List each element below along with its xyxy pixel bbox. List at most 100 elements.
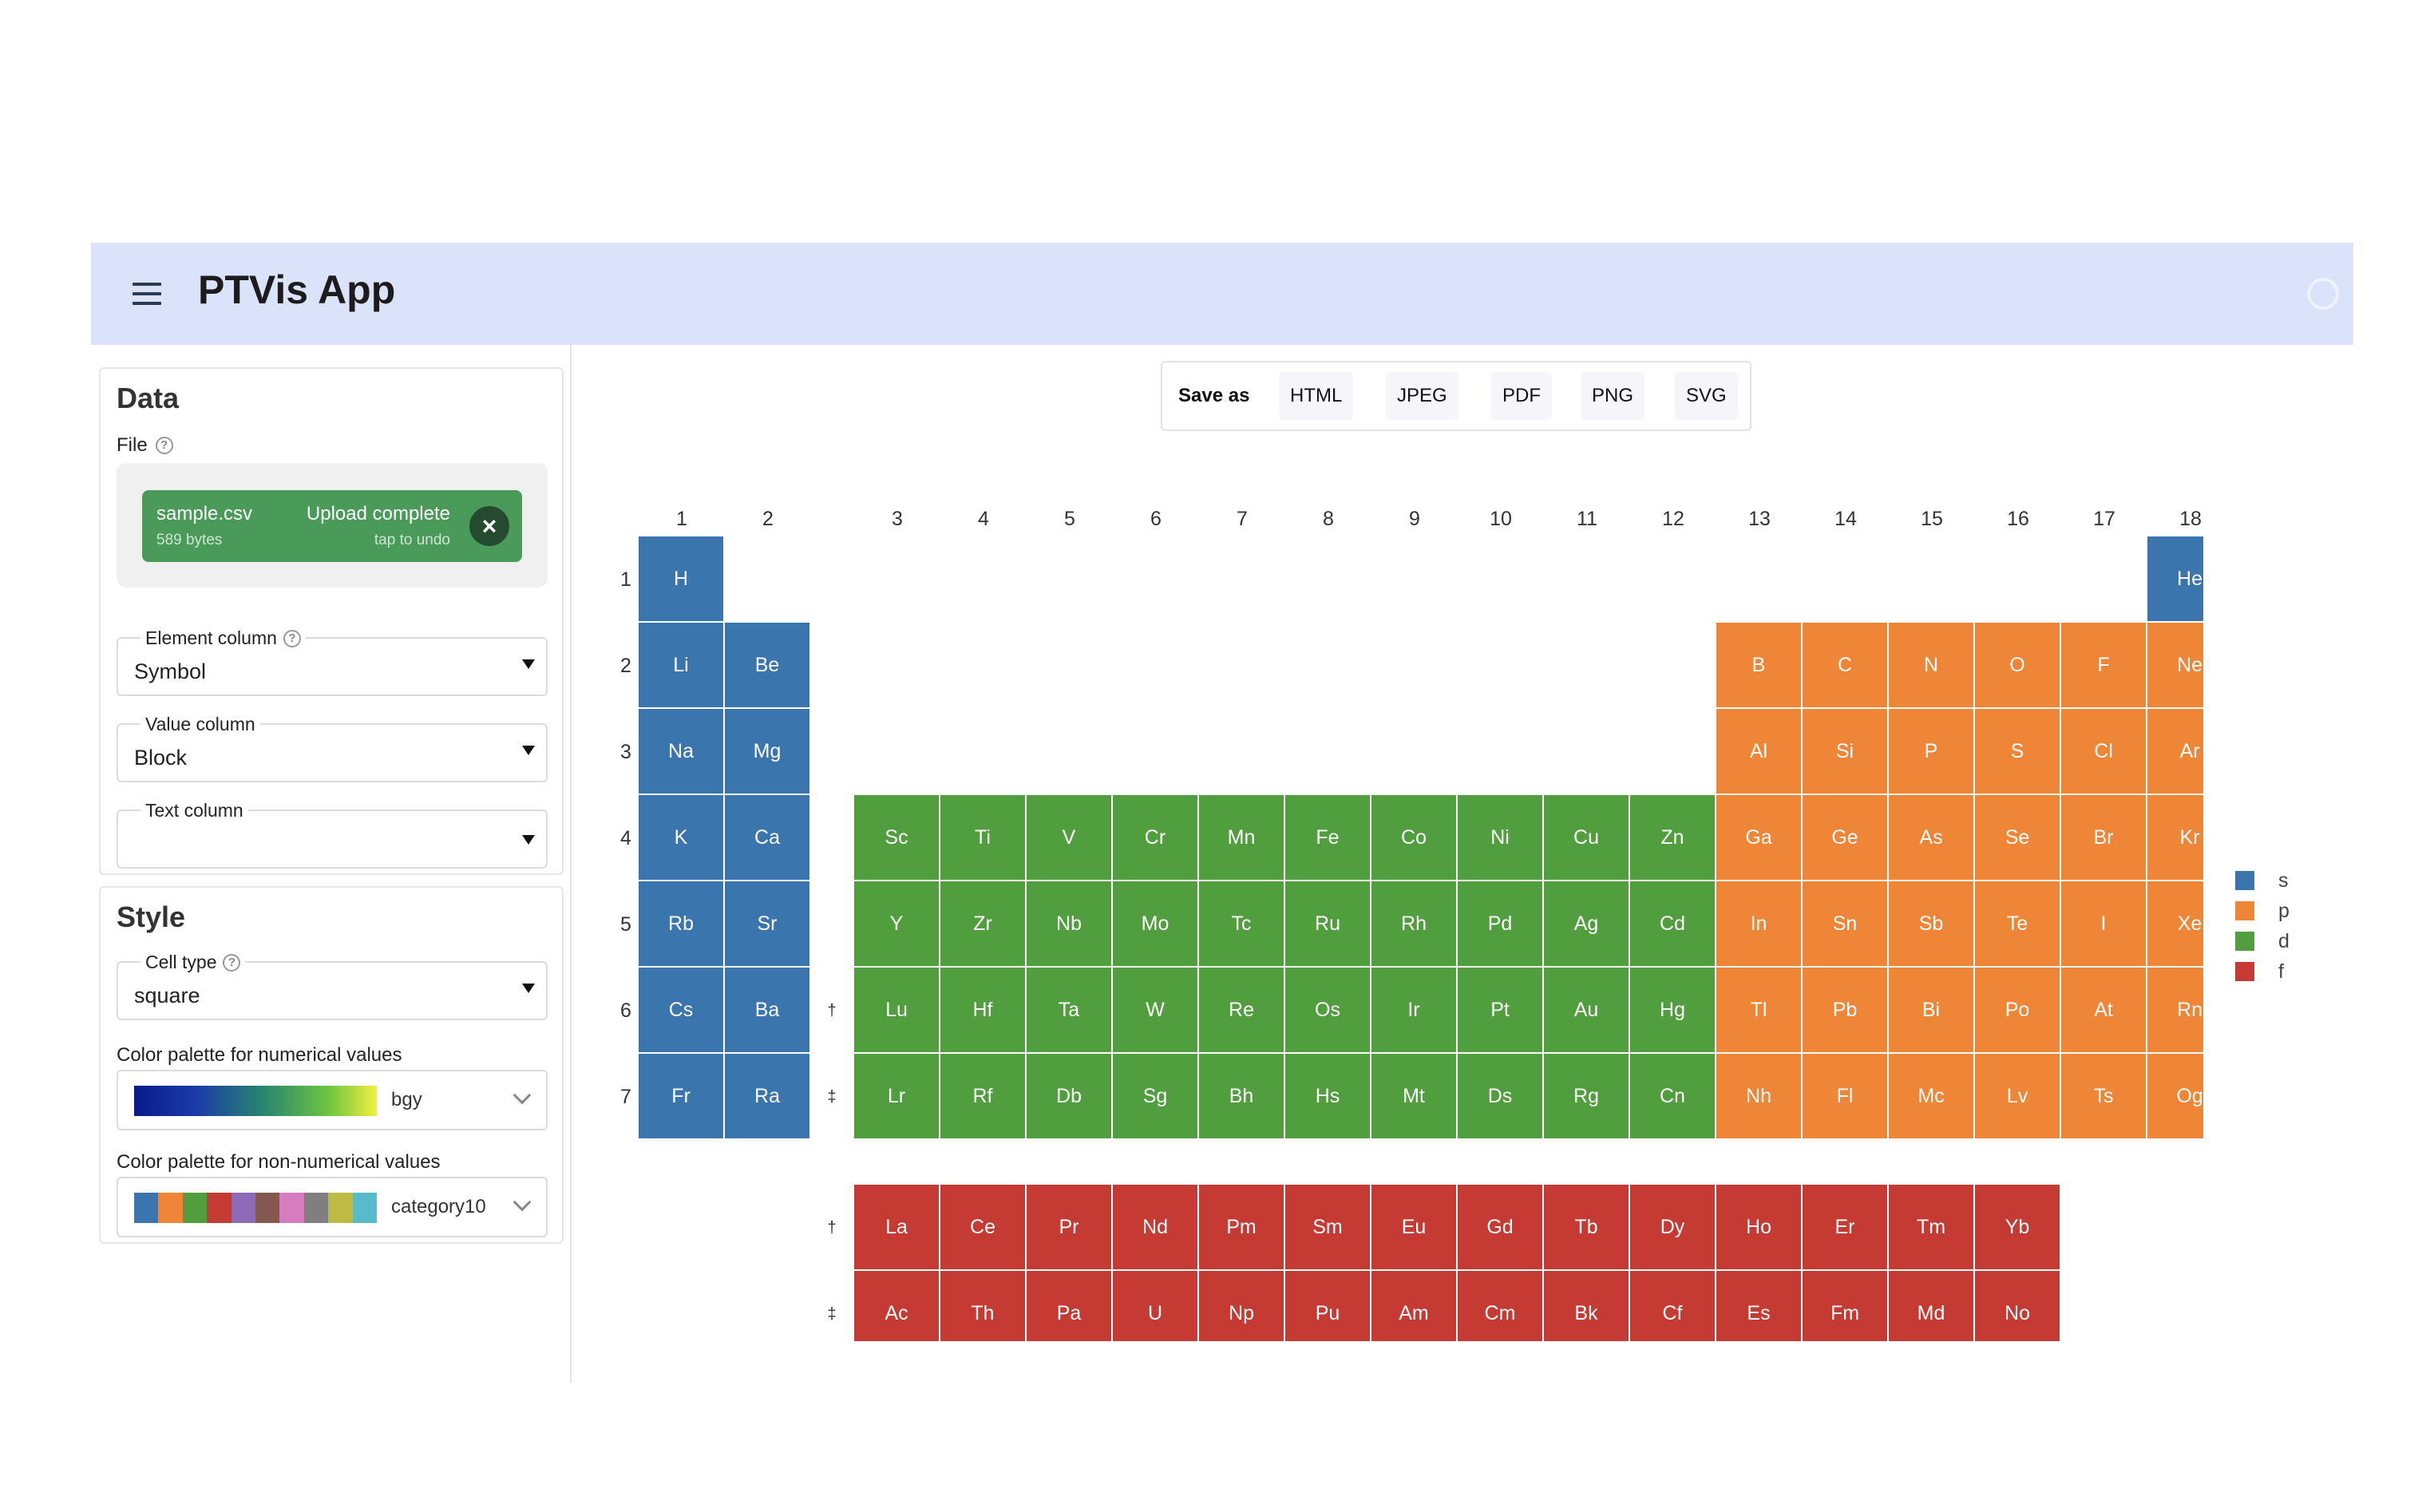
element-cell-og[interactable] <box>2147 1054 2203 1138</box>
save-png-button[interactable]: PNG <box>1581 372 1645 420</box>
element-cell-hg[interactable] <box>1630 968 1715 1052</box>
save-svg-button[interactable]: SVG <box>1675 372 1738 420</box>
file-upload-zone[interactable]: sample.csv 589 bytes Upload complete tap… <box>117 463 548 588</box>
element-cell-pb[interactable] <box>1803 968 1887 1052</box>
element-cell-hs[interactable] <box>1285 1054 1370 1138</box>
element-cell-ar[interactable] <box>2147 709 2203 794</box>
uploaded-file-chip[interactable]: sample.csv 589 bytes Upload complete tap… <box>142 490 522 562</box>
help-icon[interactable]: ? <box>155 437 173 454</box>
element-cell-rn[interactable] <box>2147 968 2203 1052</box>
legend-item-f[interactable]: f <box>2235 956 2290 987</box>
element-cell-ti[interactable] <box>940 795 1025 880</box>
element-cell-ru[interactable] <box>1285 881 1370 966</box>
element-cell-nb[interactable] <box>1027 881 1111 966</box>
element-cell-rf[interactable] <box>940 1054 1025 1138</box>
element-cell-in[interactable] <box>1716 881 1801 966</box>
element-cell-th[interactable] <box>940 1271 1025 1341</box>
element-cell-pm[interactable] <box>1199 1185 1284 1269</box>
element-cell-ho[interactable] <box>1716 1185 1801 1269</box>
help-icon[interactable]: ? <box>283 629 301 647</box>
element-cell-ce[interactable] <box>940 1185 1025 1269</box>
element-cell-ba[interactable] <box>725 968 809 1052</box>
element-cell-bk[interactable] <box>1544 1271 1629 1341</box>
value-column-select[interactable]: Value column Block <box>117 714 548 782</box>
legend-item-p[interactable]: p <box>2235 896 2290 926</box>
element-cell-lu[interactable] <box>854 968 939 1052</box>
element-cell-ra[interactable] <box>725 1054 809 1138</box>
text-column-select[interactable]: Text column <box>117 800 548 869</box>
undo-hint[interactable]: tap to undo <box>374 532 450 548</box>
element-cell-na[interactable] <box>639 709 723 794</box>
element-cell-p[interactable] <box>1889 709 1973 794</box>
element-cell-pa[interactable] <box>1027 1271 1111 1341</box>
numerical-palette-select[interactable]: bgy <box>117 1070 548 1130</box>
element-cell-tl[interactable] <box>1716 968 1801 1052</box>
save-pdf-button[interactable]: PDF <box>1491 372 1552 420</box>
element-cell-ts[interactable] <box>2061 1054 2146 1138</box>
element-cell-zr[interactable] <box>940 881 1025 966</box>
legend-item-d[interactable]: d <box>2235 926 2290 956</box>
element-cell-ni[interactable] <box>1458 795 1542 880</box>
legend-item-s[interactable]: s <box>2235 865 2290 896</box>
element-cell-c[interactable] <box>1803 623 1887 707</box>
element-cell-i[interactable] <box>2061 881 2146 966</box>
element-cell-nh[interactable] <box>1716 1054 1801 1138</box>
element-cell-rh[interactable] <box>1371 881 1456 966</box>
element-cell-lv[interactable] <box>1975 1054 2060 1138</box>
element-cell-k[interactable] <box>639 795 723 880</box>
element-cell-tm[interactable] <box>1889 1185 1973 1269</box>
save-html-button[interactable]: HTML <box>1279 372 1354 420</box>
element-cell-fe[interactable] <box>1285 795 1370 880</box>
element-cell-am[interactable] <box>1371 1271 1456 1341</box>
element-cell-cr[interactable] <box>1113 795 1197 880</box>
element-cell-os[interactable] <box>1285 968 1370 1052</box>
element-cell-s[interactable] <box>1975 709 2060 794</box>
element-cell-po[interactable] <box>1975 968 2060 1052</box>
element-cell-rg[interactable] <box>1544 1054 1629 1138</box>
element-cell-es[interactable] <box>1716 1271 1801 1341</box>
element-cell-se[interactable] <box>1975 795 2060 880</box>
element-cell-cl[interactable] <box>2061 709 2146 794</box>
element-cell-re[interactable] <box>1199 968 1284 1052</box>
element-cell-cs[interactable] <box>639 968 723 1052</box>
element-cell-rb[interactable] <box>639 881 723 966</box>
element-cell-sg[interactable] <box>1113 1054 1197 1138</box>
element-cell-tc[interactable] <box>1199 881 1284 966</box>
save-jpeg-button[interactable]: JPEG <box>1386 372 1458 420</box>
remove-file-close-icon[interactable]: × <box>469 506 509 546</box>
element-cell-ge[interactable] <box>1803 795 1887 880</box>
element-cell-co[interactable] <box>1371 795 1456 880</box>
element-cell-sm[interactable] <box>1285 1185 1370 1269</box>
element-cell-ca[interactable] <box>725 795 809 880</box>
element-cell-h[interactable] <box>639 536 723 621</box>
element-cell-xe[interactable] <box>2147 881 2203 966</box>
element-cell-sr[interactable] <box>725 881 809 966</box>
element-cell-o[interactable] <box>1975 623 2060 707</box>
element-cell-yb[interactable] <box>1975 1185 2060 1269</box>
element-cell-dy[interactable] <box>1630 1185 1715 1269</box>
element-cell-ds[interactable] <box>1458 1054 1542 1138</box>
element-cell-mn[interactable] <box>1199 795 1284 880</box>
hamburger-menu-icon[interactable] <box>133 283 164 307</box>
element-cell-cm[interactable] <box>1458 1271 1542 1341</box>
element-cell-y[interactable] <box>854 881 939 966</box>
element-cell-sb[interactable] <box>1889 881 1973 966</box>
element-cell-ga[interactable] <box>1716 795 1801 880</box>
element-cell-as[interactable] <box>1889 795 1973 880</box>
element-cell-md[interactable] <box>1889 1271 1973 1341</box>
element-cell-ag[interactable] <box>1544 881 1629 966</box>
element-cell-br[interactable] <box>2061 795 2146 880</box>
element-cell-he[interactable] <box>2147 536 2203 621</box>
help-icon[interactable]: ? <box>223 953 241 972</box>
element-cell-sc[interactable] <box>854 795 939 880</box>
element-cell-mg[interactable] <box>725 709 809 794</box>
element-cell-cu[interactable] <box>1544 795 1629 880</box>
categorical-palette-select[interactable]: category10 <box>117 1177 548 1237</box>
element-cell-mt[interactable] <box>1371 1054 1456 1138</box>
element-cell-ac[interactable] <box>854 1271 939 1341</box>
element-cell-cd[interactable] <box>1630 881 1715 966</box>
element-cell-cn[interactable] <box>1630 1054 1715 1138</box>
element-cell-bi[interactable] <box>1889 968 1973 1052</box>
element-cell-b[interactable] <box>1716 623 1801 707</box>
element-cell-cf[interactable] <box>1630 1271 1715 1341</box>
